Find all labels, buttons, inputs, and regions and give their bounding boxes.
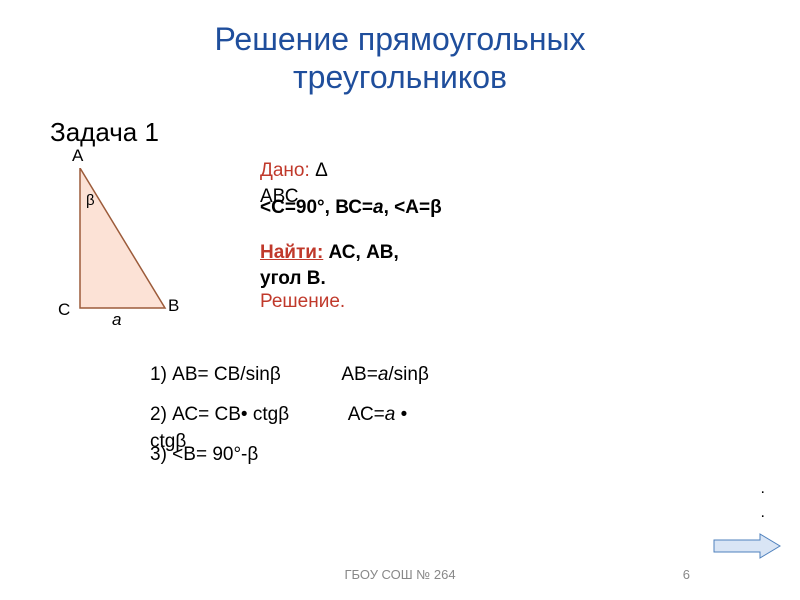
vertex-c: C <box>58 300 70 320</box>
step-2c: а <box>385 404 401 425</box>
step-2d: • <box>401 404 408 425</box>
decorative-dots: .. <box>761 477 765 525</box>
triangle-svg <box>60 168 220 338</box>
angle-beta: β <box>86 192 95 209</box>
step-1c: а <box>378 364 389 385</box>
slide-title: Решение прямоугольных треугольников <box>0 0 800 97</box>
find-text: АС, АВ, <box>323 242 399 263</box>
solution-steps: 1) АВ= СВ/sinβ АВ=а/sinβ 2) АС= СВ• сtgβ… <box>150 363 429 484</box>
dano-label: Дано: <box>260 160 310 181</box>
step-2a: 2) АС= СВ• сtgβ <box>150 404 289 425</box>
solution-label: Решение. <box>260 289 442 316</box>
problem-statement: Дано: Δ АВС <С=90°, ВС=а, <А=β Найти: АС… <box>260 158 442 316</box>
delta-symbol: Δ <box>315 160 328 181</box>
triangle-diagram: A B C β a <box>60 168 220 338</box>
task-heading: Задача 1 <box>0 97 800 148</box>
vertex-b: B <box>168 296 179 316</box>
cond-part1: <С=90°, ВС= <box>260 197 373 218</box>
step-1d: /sinβ <box>388 364 429 385</box>
step-2: 2) АС= СВ• сtgβ АС=а • <box>150 403 429 428</box>
vertex-a: A <box>72 146 83 166</box>
step-3: 3) <В= 90°-β <box>150 443 429 468</box>
step-1a: 1) АВ= СВ/sinβ <box>150 364 281 385</box>
step-2b: АС= <box>348 404 385 425</box>
page-number: 6 <box>683 567 690 582</box>
content-area: A B C β a Дано: Δ АВС <С=90°, ВС=а, <А=β… <box>0 148 800 528</box>
given-line-1: Дано: Δ <box>260 158 442 185</box>
title-line-2: треугольников <box>293 59 507 95</box>
step-1b: АВ= <box>341 364 377 385</box>
cond-part2: , <А=β <box>384 197 442 218</box>
side-a: a <box>112 310 121 330</box>
next-slide-button[interactable] <box>712 532 782 560</box>
footer-text: ГБОУ СОШ № 264 <box>0 567 800 582</box>
cond-a: а <box>373 197 384 218</box>
step-1: 1) АВ= СВ/sinβ АВ=а/sinβ <box>150 363 429 388</box>
conditions: <С=90°, ВС=а, <А=β <box>260 195 442 222</box>
find-line-1: Найти: АС, АВ, <box>260 240 442 267</box>
find-label: Найти: <box>260 242 323 263</box>
find-angle-b: угол В <box>260 268 320 289</box>
title-line-1: Решение прямоугольных <box>214 21 585 57</box>
triangle-shape <box>80 168 165 308</box>
arrow-icon <box>712 532 782 560</box>
